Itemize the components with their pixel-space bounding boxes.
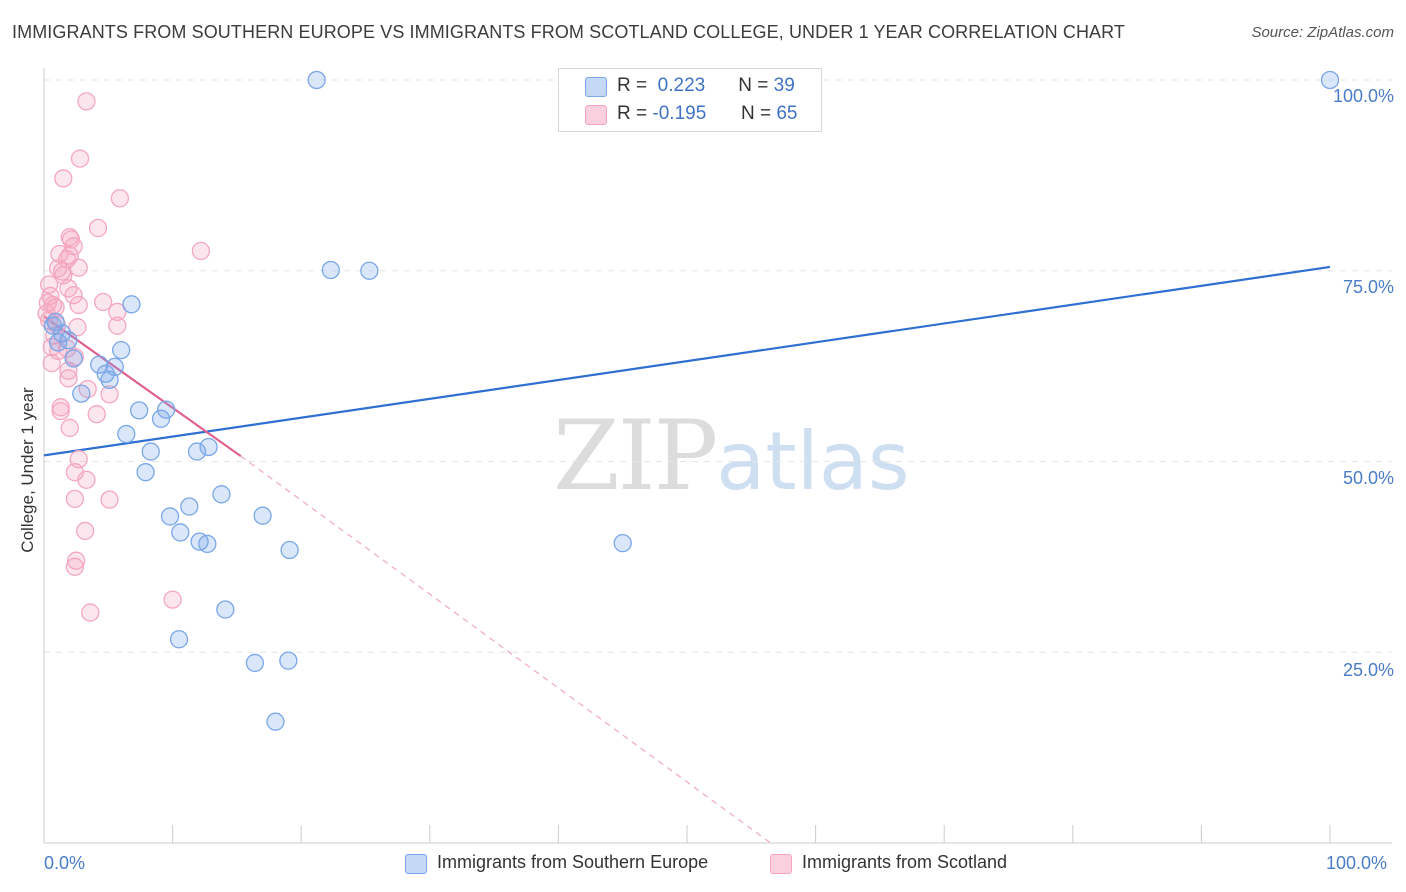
point-southern-europe [122,295,141,314]
point-southern-europe [253,506,272,525]
point-scotland [163,590,182,609]
point-southern-europe [64,349,83,368]
legend-row-southern-europe: R = 0.223 N = 39 [617,73,795,99]
point-southern-europe [43,316,63,335]
legend-row-scotland: R = -0.195 N = 65 [617,101,797,127]
point-southern-europe [169,630,189,649]
data-points [37,70,1340,731]
axes [43,68,1392,844]
point-scotland [108,316,127,335]
trend-line-southern-europe [43,265,1331,457]
legend-r-value: -0.195 [652,103,707,124]
trend-lines [43,265,1331,844]
point-scotland [70,149,90,168]
x-tick-label: 100.0% [1326,853,1388,873]
point-southern-europe [157,400,176,419]
point-scotland [42,353,61,373]
point-southern-europe [180,497,199,516]
point-scotland [54,169,73,188]
point-southern-europe [151,409,171,428]
point-scotland [77,92,96,111]
point-southern-europe [321,260,340,280]
legend-n-label: N = [740,103,772,124]
bottom-legend-label-scotland: Immigrants from Scotland [802,852,1008,872]
point-scotland [65,557,85,576]
point-scotland [108,302,127,322]
legend-swatch-southern-europe [585,77,607,97]
point-southern-europe [117,424,136,444]
legend-r-label: R = [617,75,648,96]
point-southern-europe [280,540,299,560]
point-southern-europe [198,534,217,554]
point-southern-europe [1320,70,1340,90]
point-southern-europe [212,485,231,504]
point-southern-europe [360,261,379,280]
y-tick-label: 100.0% [1332,86,1394,106]
point-southern-europe [100,370,119,390]
y-tick-label: 50.0% [1342,468,1394,488]
point-scotland [81,603,100,622]
point-scotland [110,189,130,208]
point-scotland [76,521,95,541]
point-southern-europe [90,355,109,374]
correlation-legend: R = 0.223 N = 39 R = -0.195 N = 65 [558,68,822,132]
point-scotland [65,489,85,509]
point-southern-europe [245,653,265,673]
point-southern-europe [216,600,235,619]
point-southern-europe [130,401,149,420]
point-southern-europe [59,331,78,350]
point-scotland [191,241,211,261]
point-scotland [51,401,70,421]
point-southern-europe [112,340,131,360]
legend-n-label: N = [738,75,769,96]
point-southern-europe [171,523,190,542]
point-southern-europe [72,384,91,403]
legend-r-label: R = [617,103,648,124]
point-scotland [87,405,106,424]
chart-title: IMMIGRANTS FROM SOUTHERN EUROPE VS IMMIG… [12,22,1126,42]
trend-line-scotland-extension [240,455,771,844]
watermark-zip: ZIP [553,400,718,512]
legend-r-value: 0.223 [657,75,706,96]
point-southern-europe [266,712,285,731]
point-southern-europe [199,437,218,457]
point-scotland [69,295,88,315]
point-scotland [94,292,113,312]
point-scotland [68,318,87,337]
grid [44,79,1392,653]
point-southern-europe [141,442,160,461]
point-southern-europe [613,533,632,553]
point-southern-europe [279,651,298,670]
point-southern-europe [136,463,155,482]
point-scotland [60,418,79,438]
x-tick-label: 0.0% [44,853,86,873]
bottom-legend-swatch-scotland [770,854,792,874]
point-scotland [77,470,96,489]
bottom-legend-swatch-southern-europe [405,854,427,874]
point-scotland [59,369,78,388]
point-scotland [69,258,88,277]
point-southern-europe [307,70,326,90]
point-scotland [88,218,108,238]
bottom-legend-label-southern-europe: Immigrants from Southern Europe [437,852,709,872]
y-tick-label: 75.0% [1342,277,1394,297]
point-scotland [67,551,86,570]
legend-n-value: 39 [773,75,795,96]
point-scotland [64,286,83,305]
legend-swatch-scotland [585,105,607,125]
y-tick-label: 25.0% [1342,660,1394,680]
point-southern-europe [160,507,180,526]
point-southern-europe [187,442,207,461]
point-scotland [100,490,119,509]
chart-source: Source: ZipAtlas.com [1251,24,1394,41]
point-scotland [100,385,119,404]
legend-n-value: 65 [776,103,798,124]
